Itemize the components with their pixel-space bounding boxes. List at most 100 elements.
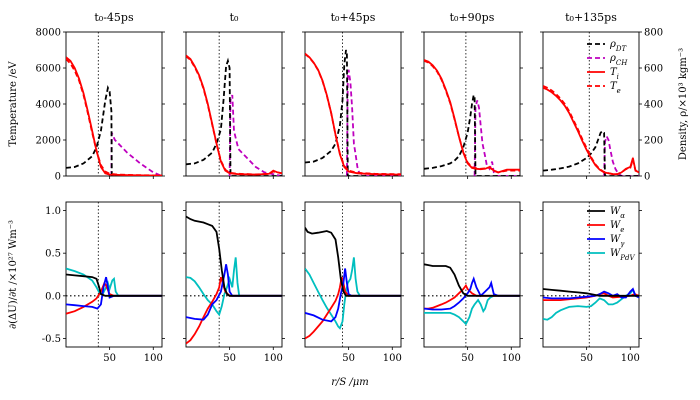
series-w-alpha [543, 288, 639, 297]
y-tick-label-power: 0.0 [45, 291, 61, 302]
top-panel-2: t₀+45ps [302, 11, 404, 179]
y-axis-label-power: ∂(ΔU)/∂t /×10²⁷ Wm⁻³ [8, 220, 19, 329]
top-curves [424, 59, 520, 176]
top-curves [186, 54, 282, 176]
legend-label: ρCH [609, 53, 628, 67]
x-tick-label: 100 [264, 353, 283, 364]
top-panel-0: t₀-45ps [63, 11, 165, 179]
bottom-panel-frame [542, 201, 640, 348]
y-tick-label-power: 0.5 [45, 249, 61, 260]
bottom-panel-3: 50 100 [421, 201, 523, 364]
panel-title-2: t₀+45ps [331, 11, 376, 24]
y-tick-label-temperature: 8000 [36, 28, 61, 39]
series-rho-ch [346, 69, 401, 176]
series-te [543, 85, 639, 176]
bottom-curves [66, 267, 162, 315]
series-w-gamma [543, 287, 639, 300]
top-curves [305, 49, 401, 176]
series-rho-dt [305, 49, 401, 176]
series-w-pdv [305, 257, 401, 330]
series-ti [186, 54, 282, 176]
panel-title-0: t₀-45ps [94, 11, 134, 24]
bottom-panel-frame [65, 201, 163, 348]
series-w-gamma [424, 276, 520, 311]
legend-label: Ti [610, 67, 619, 81]
bottom-curves [186, 215, 282, 345]
series-w-gamma [186, 264, 282, 321]
series-w-alpha [424, 263, 520, 297]
legend-label: We [610, 220, 624, 234]
top-panel-3: t₀+90ps [421, 11, 523, 179]
y-axis-label-temperature: Temperature /eV [8, 61, 19, 147]
series-w-gamma [305, 268, 401, 323]
legend-label: ρDT [609, 39, 628, 53]
x-tick-label: 50 [461, 353, 474, 364]
series-rho-dt [424, 92, 520, 176]
bottom-panel-frame [185, 201, 283, 348]
y-tick-label-temperature: 0 [55, 172, 61, 183]
bottom-panel-2: 50 100 [302, 201, 404, 364]
series-w-pdv [186, 257, 282, 317]
series-ti [66, 56, 162, 176]
bottom-panel-frame [423, 201, 521, 348]
series-w-alpha [66, 273, 162, 297]
x-tick-label: 100 [383, 353, 402, 364]
legend-label: WPdV [610, 248, 635, 262]
y-tick-label-density: 800 [644, 28, 663, 39]
top-panel-frame [185, 31, 283, 177]
series-w-e [424, 283, 520, 310]
series-w-alpha [305, 227, 401, 297]
bottom-curves [424, 263, 520, 326]
y-axis-label-density: Density, ρ/×10³ kgm⁻³ [678, 48, 689, 160]
top-panel-frame [304, 31, 402, 177]
y-tick-label-power: 1.0 [45, 206, 61, 217]
top-curves [543, 85, 639, 176]
series-rho-ch [110, 132, 162, 176]
series-rho-dt [66, 84, 162, 176]
x-tick-label: 50 [342, 353, 355, 364]
y-tick-label-density: 600 [644, 64, 663, 75]
top-panel-frame [65, 31, 163, 177]
y-tick-label-density: 400 [644, 100, 663, 111]
series-rho-ch [473, 100, 520, 176]
y-tick-label-temperature: 6000 [36, 64, 61, 75]
legend-label: Te [610, 81, 621, 95]
series-w-e [66, 281, 162, 315]
series-rho-ch [228, 94, 282, 176]
x-tick-label: 100 [502, 353, 521, 364]
y-tick-label-density: 200 [644, 136, 663, 147]
x-axis-label: r/S /μm [331, 377, 369, 388]
y-tick-label-power: -0.5 [42, 334, 61, 345]
series-rho-ch [603, 134, 639, 176]
x-tick-label: 100 [621, 353, 640, 364]
legend-label: Wγ [610, 234, 625, 248]
top-panel-1: t₀ [183, 11, 285, 179]
bottom-curves [543, 287, 639, 321]
bottom-panel-1: 50 100 [183, 201, 285, 364]
series-w-e [305, 276, 401, 340]
series-ti [543, 86, 639, 176]
x-tick-label: 50 [103, 353, 116, 364]
y-tick-label-temperature: 2000 [36, 136, 61, 147]
x-tick-label: 50 [580, 353, 593, 364]
series-ti [305, 52, 401, 176]
series-w-pdv [424, 294, 520, 326]
series-w-gamma [66, 276, 162, 310]
top-panel-4: t₀+135ps [540, 11, 642, 179]
bottom-panel-frame [304, 201, 402, 348]
x-tick-label: 50 [223, 353, 236, 364]
panel-title-3: t₀+90ps [450, 11, 495, 24]
top-curves [66, 56, 162, 176]
y-tick-label-density: 0 [644, 172, 650, 183]
series-w-alpha [186, 215, 282, 297]
x-tick-label: 100 [144, 353, 163, 364]
bottom-curves [305, 227, 401, 340]
series-w-e [186, 276, 282, 345]
panel-title-4: t₀+135ps [565, 11, 617, 24]
panel-title-1: t₀ [230, 11, 239, 24]
series-w-pdv [66, 267, 162, 297]
series-rho-dt [186, 57, 282, 176]
